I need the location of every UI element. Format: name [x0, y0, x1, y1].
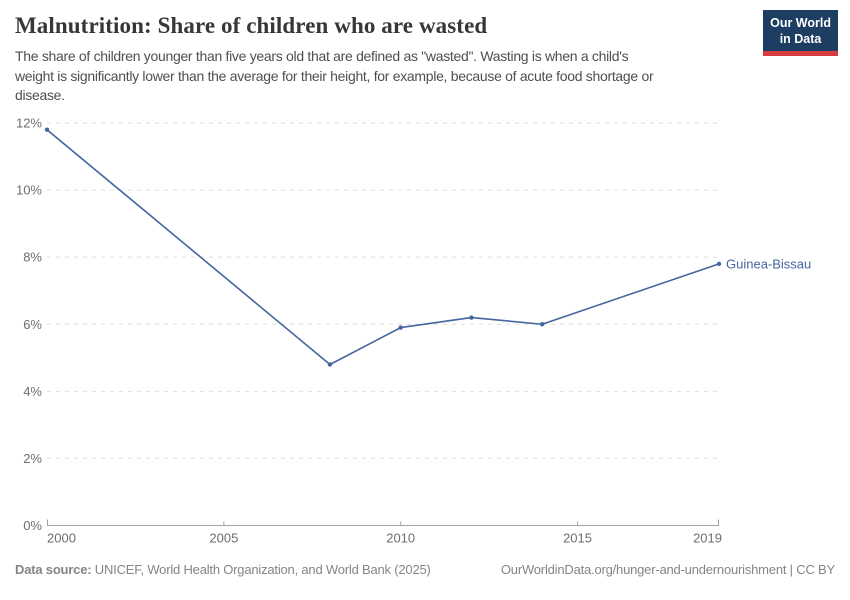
y-axis-tick-label: 4% [23, 383, 42, 398]
chart-subtitle: The share of children younger than five … [15, 47, 835, 106]
chart-footer: Data source: UNICEF, World Health Organi… [0, 555, 850, 577]
data-source: Data source: UNICEF, World Health Organi… [15, 562, 431, 577]
data-point[interactable] [469, 314, 474, 320]
x-axis-tick-label: 2000 [47, 530, 76, 545]
y-axis-tick-label: 6% [23, 316, 42, 331]
owid-logo[interactable]: Our World in Data [763, 10, 838, 57]
owid-logo-line1: Our World [770, 16, 831, 30]
y-axis-tick-label: 8% [23, 249, 42, 264]
y-axis-tick-label: 10% [16, 182, 42, 197]
data-source-text: UNICEF, World Health Organization, and W… [94, 561, 431, 577]
chart-title: Malnutrition: Share of children who are … [15, 13, 488, 38]
subtitle-line: weight is significantly lower than the a… [15, 67, 654, 84]
data-point[interactable] [44, 127, 50, 132]
y-axis-tick-label: 0% [23, 518, 42, 533]
subtitle-line: disease. [15, 87, 65, 103]
x-axis-tick-label: 2010 [386, 530, 415, 545]
data-point[interactable] [716, 261, 722, 266]
line-chart[interactable]: 0% 2% 4% 6% 8% 10% 12% 2000 2005 2010 2015 2019 Guin… [0, 110, 850, 555]
data-source-label: Data source: [15, 561, 92, 577]
footer-link[interactable]: OurWorldinData.org/hunger-and-undernouri… [500, 561, 835, 577]
subtitle-line: The share of children younger than five … [15, 48, 629, 64]
x-axis-tick-label: 2015 [563, 530, 592, 545]
x-axis-tick-label: 2005 [209, 530, 238, 545]
y-axis-tick-label: 12% [16, 115, 42, 130]
data-point[interactable] [398, 324, 403, 330]
x-axis-tick-label: 2019 [693, 530, 722, 545]
y-axis-tick-label: 2% [23, 450, 42, 465]
series-label: Guinea-Bissau [726, 256, 811, 271]
data-line[interactable] [46, 128, 720, 365]
data-point[interactable] [539, 321, 545, 326]
data-point[interactable] [327, 361, 333, 367]
owid-logo-line2: in Data [779, 31, 822, 46]
